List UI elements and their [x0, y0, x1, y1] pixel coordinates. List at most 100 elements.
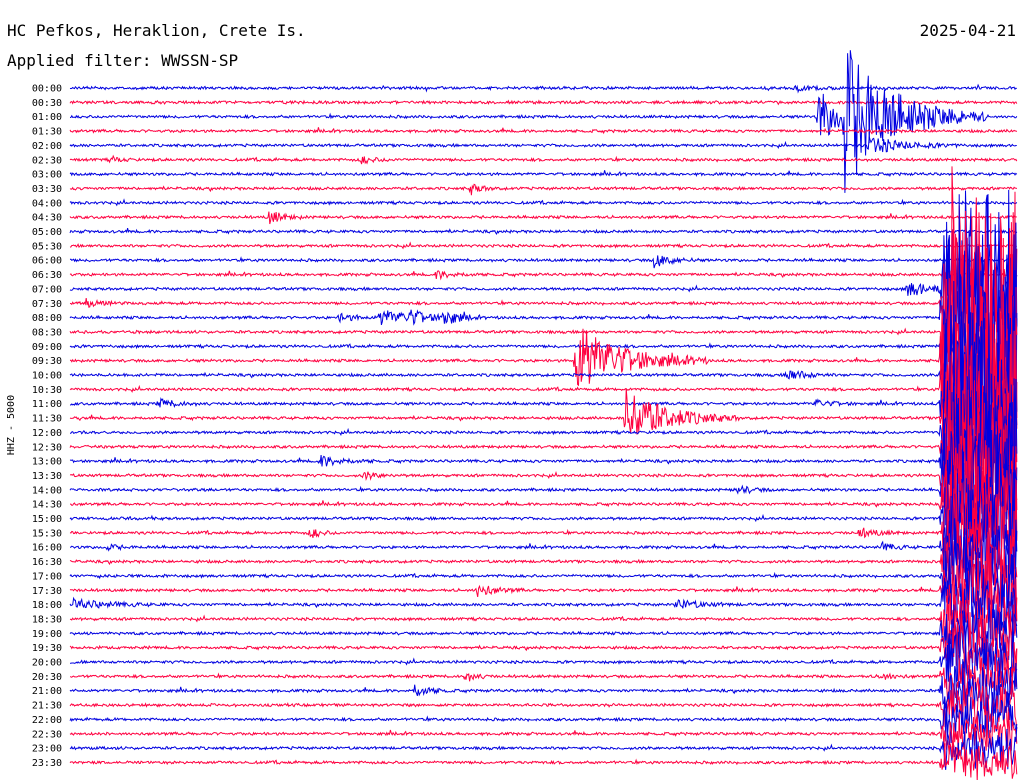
trace-0430 — [69, 211, 1017, 225]
trace-1000 — [69, 270, 1018, 501]
row-label: 13:00 — [32, 457, 62, 468]
trace-0300 — [69, 170, 1018, 178]
row-label: 09:00 — [32, 342, 62, 353]
date-label: 2025-04-21 — [919, 21, 1016, 40]
row-label: 01:00 — [32, 112, 62, 123]
trace-0830 — [69, 166, 1018, 506]
row-labels: 00:00 00:30 01:00 01:30 02:00 02:30 03:00 03:30… — [32, 84, 62, 769]
trace-0630 — [69, 270, 1017, 281]
trace-1730 — [69, 546, 1018, 636]
row-label: 10:30 — [32, 385, 62, 396]
row-label: 13:30 — [32, 471, 62, 482]
row-label: 07:30 — [32, 299, 62, 310]
trace-0230 — [69, 154, 1018, 165]
trace-2200 — [69, 691, 1018, 744]
row-label: 03:30 — [32, 184, 62, 195]
trace-2130 — [69, 677, 1018, 732]
row-label: 07:00 — [32, 284, 62, 295]
trace-2330 — [69, 740, 1018, 780]
trace-1330 — [69, 385, 1018, 563]
row-label: 00:30 — [32, 98, 62, 109]
row-label: 20:00 — [32, 658, 62, 669]
trace-0700 — [69, 229, 1018, 332]
row-label: 19:30 — [32, 643, 62, 654]
row-label: 19:00 — [32, 629, 62, 640]
trace-1430 — [70, 435, 1018, 580]
trace-1630 — [69, 517, 1018, 624]
row-label: 23:30 — [32, 758, 62, 769]
row-label: 08:30 — [32, 327, 62, 338]
trace-1800 — [69, 559, 1018, 645]
trace-0500 — [69, 227, 1018, 236]
row-label: 12:30 — [32, 442, 62, 453]
trace-0600 — [69, 255, 1018, 269]
row-label: 00:00 — [32, 84, 62, 95]
trace-0130 — [69, 127, 1018, 135]
row-label: 02:00 — [32, 141, 62, 152]
trace-0100 — [69, 50, 1018, 193]
trace-0530 — [69, 241, 1017, 250]
row-label: 06:00 — [32, 256, 62, 267]
row-label: 16:30 — [32, 557, 62, 568]
row-label: 20:30 — [32, 672, 62, 683]
trace-1900 — [69, 597, 1018, 669]
row-label: 08:00 — [32, 313, 62, 324]
trace-0900 — [69, 194, 1018, 520]
trace-lines — [69, 50, 1018, 780]
row-label: 18:00 — [32, 600, 62, 611]
trace-1500 — [69, 453, 1018, 591]
row-label: 15:00 — [32, 514, 62, 525]
trace-0400 — [69, 198, 1018, 207]
trace-1600 — [69, 484, 1018, 608]
row-label: 17:30 — [32, 586, 62, 597]
trace-0330 — [69, 183, 1018, 196]
trace-1300 — [69, 367, 1018, 538]
trace-1030 — [69, 278, 1018, 511]
trace-2000 — [70, 631, 1018, 700]
trace-2300 — [69, 726, 1018, 770]
row-label: 21:00 — [32, 686, 62, 697]
row-label: 22:00 — [32, 715, 62, 726]
row-label: 09:30 — [32, 356, 62, 367]
row-label: 23:00 — [32, 744, 62, 755]
row-label: 02:30 — [32, 155, 62, 166]
trace-2230 — [69, 710, 1018, 760]
row-label: 05:00 — [32, 227, 62, 238]
row-label: 06:30 — [32, 270, 62, 281]
row-label: 01:30 — [32, 127, 62, 138]
trace-1130 — [69, 334, 1018, 534]
row-label: 22:30 — [32, 729, 62, 740]
trace-0000 — [69, 83, 1018, 94]
row-label: 14:30 — [32, 500, 62, 511]
row-label: 03:00 — [32, 170, 62, 181]
trace-0800 — [69, 189, 1018, 437]
row-label: 21:30 — [32, 701, 62, 712]
row-label: 11:30 — [32, 414, 62, 425]
trace-1100 — [69, 305, 1018, 530]
row-label: 16:00 — [32, 543, 62, 554]
trace-1200 — [70, 326, 1018, 527]
trace-1830 — [69, 582, 1018, 660]
trace-1530 — [69, 470, 1018, 599]
trace-2030 — [69, 648, 1018, 703]
trace-0730 — [69, 205, 1018, 397]
row-label: 11:00 — [32, 399, 62, 410]
row-label: 04:30 — [32, 213, 62, 224]
filter-label: Applied filter: WWSSN-SP — [7, 51, 239, 70]
trace-0930 — [69, 213, 1018, 502]
row-label: 15:30 — [32, 528, 62, 539]
trace-1230 — [69, 345, 1018, 529]
row-label: 18:30 — [32, 614, 62, 625]
trace-1400 — [69, 403, 1018, 571]
station-title: HC Pefkos, Heraklion, Crete Is. — [7, 21, 306, 40]
row-label: 04:00 — [32, 198, 62, 209]
trace-1700 — [69, 528, 1018, 631]
trace-0030 — [69, 99, 1018, 106]
trace-1930 — [69, 610, 1018, 685]
row-label: 14:00 — [32, 485, 62, 496]
row-label: 12:00 — [32, 428, 62, 439]
trace-0200 — [69, 136, 1017, 153]
row-label: 10:00 — [32, 371, 62, 382]
row-label: 05:30 — [32, 241, 62, 252]
